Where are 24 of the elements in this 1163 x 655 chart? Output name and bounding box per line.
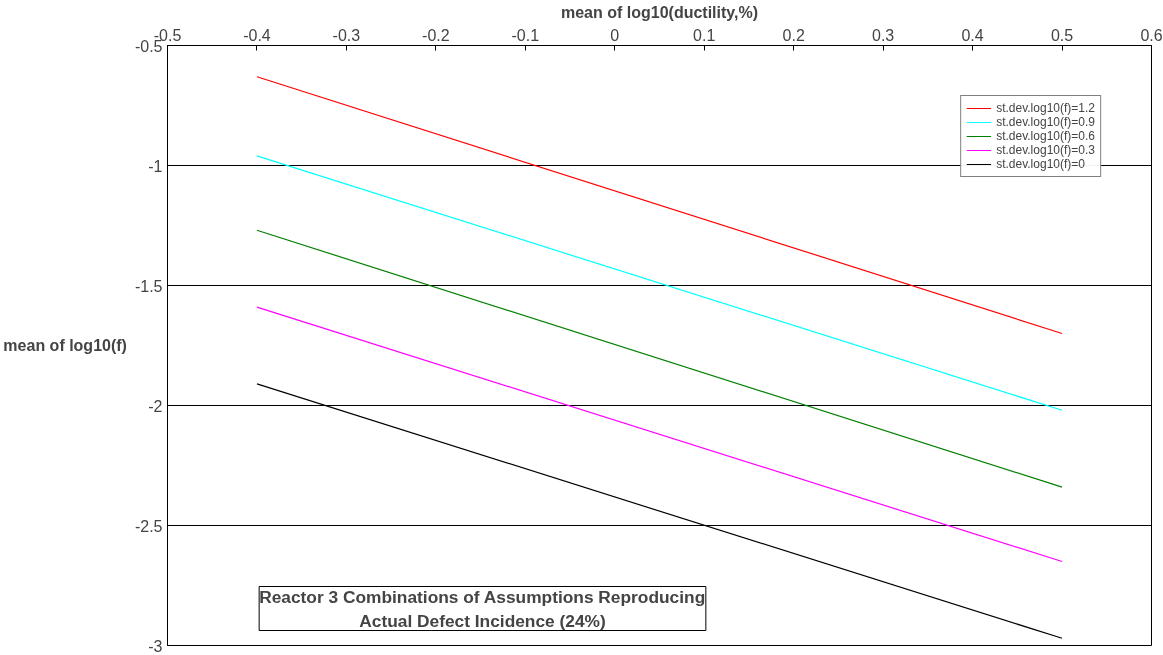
x-tick-label: -0.2: [422, 26, 450, 44]
y-tick-label: -3: [148, 637, 163, 655]
y-tick-label: -1: [148, 157, 163, 175]
legend-label: st.dev.log10(f)=0.6: [996, 129, 1095, 143]
y-tick-label: -2: [148, 397, 163, 415]
legend-label: st.dev.log10(f)=0.3: [996, 143, 1095, 157]
x-tick-label: 0.4: [961, 26, 984, 44]
legend-label: st.dev.log10(f)=0.9: [996, 115, 1095, 129]
x-tick-label: 0.1: [693, 26, 716, 44]
annotation: Reactor 3 Combinations of Assumptions Reproducing Actual Defect Incidence (24%): [259, 586, 706, 631]
y-tick-label: -1.5: [134, 277, 163, 295]
x-tick-label: -0.3: [332, 26, 361, 44]
x-axis-title: mean of log10(ductility,%): [560, 3, 759, 21]
x-tick-label: -0.1: [511, 26, 540, 44]
x-tick-label: 0.2: [782, 26, 805, 44]
x-tick-label: 0.3: [872, 26, 895, 44]
legend-label: st.dev.log10(f)=1.2: [996, 101, 1095, 115]
x-tick-label: 0.6: [1140, 26, 1163, 44]
legend-label: st.dev.log10(f)=0: [996, 157, 1085, 171]
x-tick-label: -0.4: [243, 26, 271, 44]
x-tick-label: 0: [610, 26, 620, 44]
y-tick-label: -2.5: [134, 517, 163, 535]
x-tick-label: 0.5: [1050, 26, 1074, 44]
y-axis-title: mean of log10(f): [3, 337, 127, 354]
